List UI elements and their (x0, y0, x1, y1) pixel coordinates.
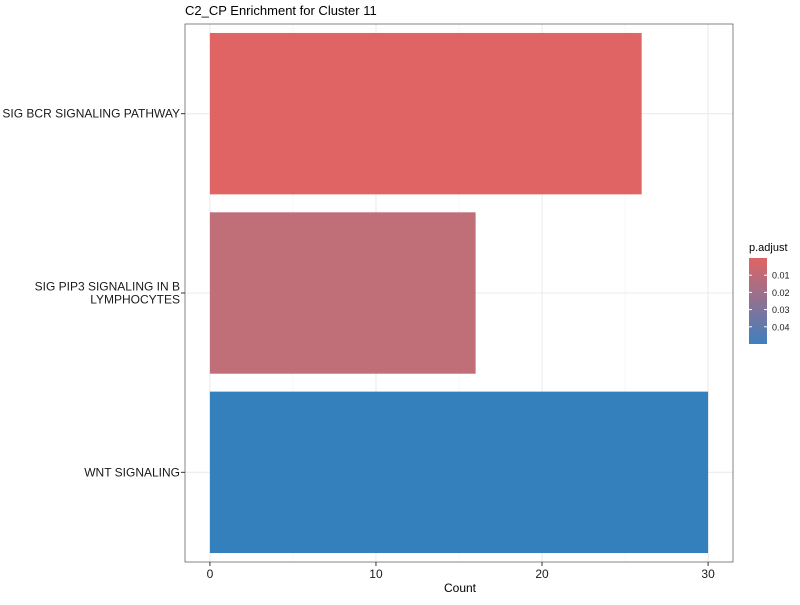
legend-tick-label: 0.04 (772, 322, 790, 332)
x-tick-label: 20 (535, 567, 549, 581)
x-axis-label: Count (444, 581, 477, 595)
x-tick-label: 30 (701, 567, 715, 581)
legend-gradient-bar (749, 258, 767, 344)
y-tick-label: WNT SIGNALING (84, 465, 180, 479)
y-tick-label: LYMPHOCYTES (90, 293, 180, 307)
x-tick-label: 10 (369, 567, 383, 581)
bar (209, 32, 642, 195)
legend-tick-label: 0.02 (772, 288, 790, 298)
bar-layer (209, 32, 709, 554)
legend-title: p.adjust (749, 242, 788, 254)
legend-tick-label: 0.03 (772, 305, 790, 315)
legend-tick-label: 0.01 (772, 271, 790, 281)
x-tick-label: 0 (207, 567, 214, 581)
bar (209, 391, 709, 554)
legend-colorbar: 0.01 0.02 0.03 0.04 (749, 258, 790, 344)
bar (209, 212, 476, 374)
chart-title: C2_CP Enrichment for Cluster 11 (185, 3, 377, 18)
axis-layer: 0 10 20 30 SIG BCR SIGNALING PATHWAY SIG PIP3… (2, 23, 734, 581)
y-tick-label: SIG PIP3 SIGNALING IN B (35, 280, 180, 294)
y-tick-label: SIG BCR SIGNALING PATHWAY (2, 107, 180, 121)
